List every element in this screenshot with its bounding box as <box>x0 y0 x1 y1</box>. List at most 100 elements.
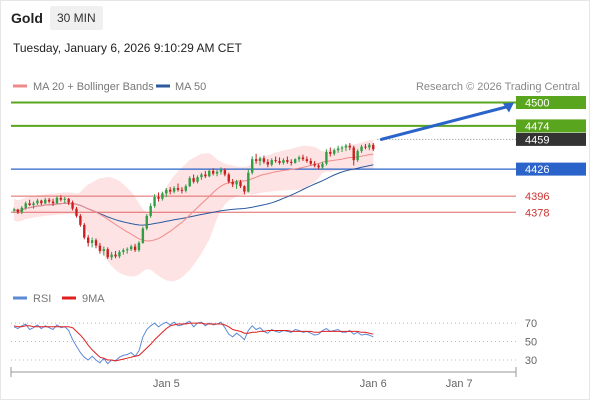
chart-header: Gold 30 MIN <box>0 0 590 36</box>
candle-body <box>106 249 109 258</box>
candle-body <box>28 203 31 206</box>
candle-body <box>227 174 230 182</box>
time-axis: Jan 5 Jan 6 Jan 7 <box>10 367 517 390</box>
candle-body <box>63 198 66 200</box>
candle-body <box>36 200 39 204</box>
candle-body <box>180 189 184 191</box>
chart-legend: MA 20 + Bollinger Bands MA 50 Research ©… <box>13 81 580 93</box>
resistance-label: 4500 <box>525 98 549 110</box>
rsi-ma-line <box>13 322 374 362</box>
resistance-box <box>516 119 586 133</box>
candle-body <box>348 145 352 148</box>
pivot-box <box>516 162 586 176</box>
candle-body <box>184 186 188 191</box>
time-axis-label: Jan 7 <box>446 378 473 390</box>
candle-body <box>325 152 328 164</box>
candle-body <box>102 249 106 251</box>
candle-body <box>141 228 145 243</box>
candle-body <box>270 160 273 165</box>
candle-body <box>98 245 102 251</box>
candle-body <box>161 193 164 199</box>
candle-body <box>297 157 301 160</box>
candle-body <box>360 146 363 152</box>
candle-body <box>44 199 47 204</box>
candle-body <box>274 160 277 162</box>
candle-body <box>40 200 43 204</box>
candle-body <box>254 159 258 161</box>
candle-body <box>188 178 191 187</box>
instrument-title: Gold <box>11 10 43 26</box>
candle-body <box>32 203 35 206</box>
candle-body <box>55 197 59 204</box>
candle-body <box>169 189 172 192</box>
candle-body <box>20 207 24 213</box>
candle-body <box>305 159 309 161</box>
candle-body <box>90 240 94 243</box>
candle-body <box>16 209 20 213</box>
candle-body <box>231 181 234 185</box>
rsi-panel: RSI 9MA 70 50 30 <box>11 293 537 367</box>
time-axis-label: Jan 5 <box>153 378 180 390</box>
candle-body <box>176 188 180 190</box>
candle-body <box>336 148 340 151</box>
last-price-box <box>516 132 586 146</box>
candle-body <box>282 160 285 163</box>
candle-body <box>235 181 238 185</box>
candle-body <box>122 250 125 252</box>
candle-body <box>59 197 63 200</box>
candle-body <box>223 170 227 175</box>
candle-body <box>258 158 262 161</box>
candle-body <box>286 160 289 162</box>
rsi-tick-label: 30 <box>525 355 537 367</box>
support-label: 4378 <box>525 207 549 219</box>
candle-body <box>12 209 16 211</box>
candle-body <box>24 203 27 208</box>
candle-body <box>313 163 316 166</box>
candle-body <box>71 202 74 209</box>
candle-body <box>208 170 211 177</box>
candle-body <box>278 161 281 163</box>
candle-body <box>79 215 82 225</box>
candle-body <box>165 189 168 194</box>
candle-body <box>75 208 78 216</box>
support-label: 4396 <box>525 191 549 203</box>
candle-body <box>266 161 270 165</box>
candle-body <box>200 174 203 178</box>
candle-body <box>356 151 359 161</box>
candle-body <box>47 199 51 202</box>
candle-body <box>192 178 195 182</box>
projection-arrow <box>379 105 510 141</box>
candle-body <box>196 177 199 182</box>
bollinger-band <box>14 139 374 282</box>
candle-body <box>133 246 137 251</box>
candle-body <box>51 201 55 204</box>
candle-body <box>145 215 148 229</box>
chart-datetime: Tuesday, January 6, 2026 9:10:29 AM CET <box>13 41 242 55</box>
pivot-label: 4426 <box>525 164 549 176</box>
candle-body <box>309 161 312 164</box>
projection-arrowhead <box>503 102 514 113</box>
interval-button[interactable]: 30 MIN <box>50 6 103 30</box>
candle-body <box>86 237 90 243</box>
candle-body <box>67 198 70 203</box>
candle-body <box>149 206 152 216</box>
candle-body <box>204 174 207 177</box>
candle-body <box>317 165 320 168</box>
candle-body <box>114 254 117 257</box>
candle-body <box>129 246 133 250</box>
candle-body <box>172 188 176 192</box>
legend-label-ma20: MA 20 + Bollinger Bands <box>33 81 154 93</box>
candle-body <box>251 159 254 173</box>
candle-body <box>352 147 355 161</box>
resistance-label: 4474 <box>525 121 549 133</box>
candle-body <box>333 150 336 154</box>
rsi-tick-label: 70 <box>525 318 537 330</box>
credit-label: Research © 2026 Trading Central <box>416 81 580 93</box>
candle-body <box>262 158 266 162</box>
legend-label-rsi: RSI <box>33 293 51 305</box>
candle-body <box>301 157 305 160</box>
candle-body <box>368 144 371 148</box>
candle-body <box>153 197 156 206</box>
